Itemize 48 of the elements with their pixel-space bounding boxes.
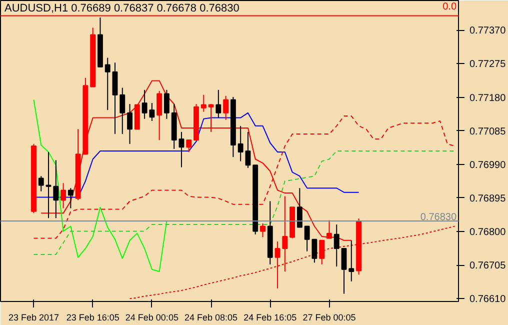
candlestick: [208, 104, 214, 132]
candlestick: [178, 131, 184, 168]
x-tick-label: 24 Feb 00:05: [125, 312, 178, 322]
candlestick: [120, 87, 126, 135]
x-tick-label: 24 Feb 16:05: [244, 312, 297, 322]
x-tick-label: 24 Feb 08:05: [184, 312, 238, 322]
chart-title: AUDUSD,H1 0.76689 0.76837 0.76678 0.76830: [4, 2, 240, 14]
x-tick-label: 23 Feb 16:05: [66, 312, 120, 322]
candlestick: [112, 62, 118, 135]
y-tick-label: 0.77085: [470, 126, 506, 138]
candlestick: [164, 89, 170, 120]
candlestick: [60, 182, 66, 209]
x-tick-label: 23 Feb 2017: [8, 312, 60, 322]
candlestick: [334, 224, 340, 268]
line-series: [33, 99, 168, 272]
ref-line-label: 0.76830: [420, 212, 457, 223]
candlestick: [68, 188, 74, 209]
candlestick: [245, 131, 251, 168]
annotation: 0.0: [442, 2, 457, 12]
candlestick: [186, 140, 192, 153]
y-tick-label: 0.77370: [470, 26, 506, 37]
candlestick: [216, 89, 222, 118]
candlestick: [348, 240, 354, 282]
candlestick: [200, 94, 206, 112]
candlestick: [274, 240, 280, 289]
y-tick-label: 0.77180: [470, 92, 506, 104]
candlestick: [238, 125, 244, 162]
candlestick: [296, 188, 302, 228]
candlestick: [223, 95, 229, 120]
candlestick: [312, 238, 318, 264]
candlestick: [304, 226, 310, 252]
candlestick: [53, 160, 59, 219]
candlestick: [319, 240, 325, 265]
candlestick: [104, 57, 110, 111]
y-tick-label: 0.76990: [470, 160, 506, 171]
y-tick-label: 0.76800: [470, 227, 506, 238]
y-tick-label: 0.76610: [470, 294, 506, 306]
candlestick: [260, 222, 266, 238]
candlestick: [38, 176, 44, 192]
candlestick: [46, 152, 52, 219]
candlestick: [156, 90, 162, 141]
y-tick-label: 0.76895: [470, 193, 506, 204]
candlestick: [341, 248, 347, 294]
y-tick-label: 0.77275: [470, 59, 506, 70]
x-tick-label: 27 Feb 00:05: [302, 312, 356, 322]
candlestick: [127, 104, 132, 144]
y-tick-label: 0.76705: [470, 260, 506, 272]
line-series: [33, 150, 456, 256]
